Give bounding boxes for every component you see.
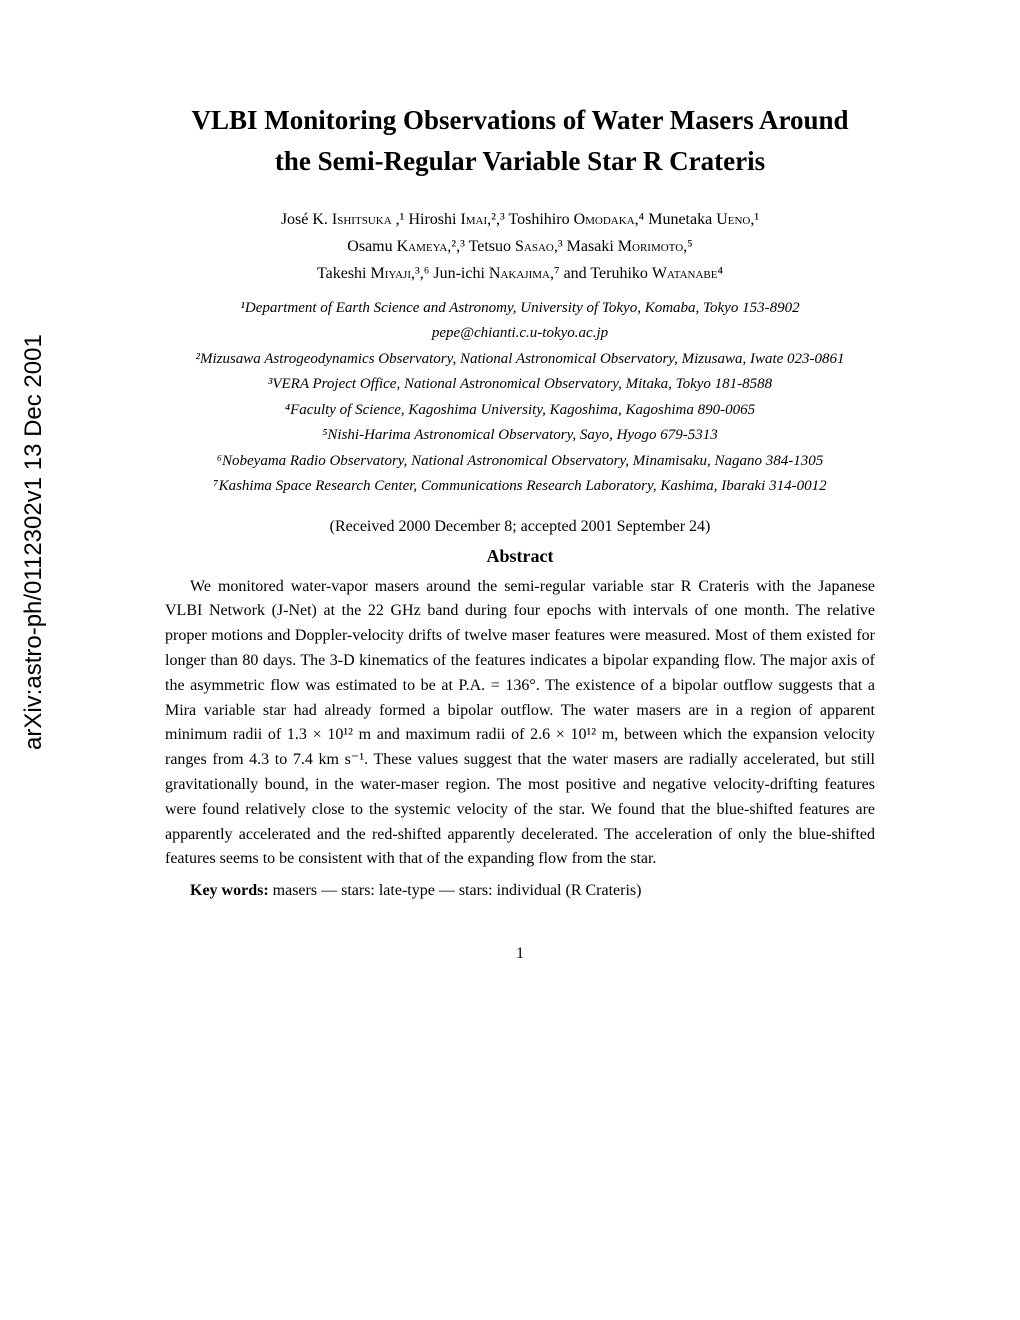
keywords: Key words: masers — stars: late-type — s… — [165, 882, 875, 900]
author-surname: Miyaji — [370, 265, 411, 282]
affiliation: ¹Department of Earth Science and Astrono… — [120, 296, 920, 322]
author-text: ,⁵ — [683, 238, 693, 255]
author-text: ,³ Masaki — [554, 238, 618, 255]
author-surname: Ishitsuka — [332, 211, 392, 228]
keywords-text: masers — stars: late-type — stars: indiv… — [269, 882, 642, 899]
arxiv-identifier: arXiv:astro-ph/0112302v1 13 Dec 2001 — [20, 334, 48, 750]
author-text: ,¹ Hiroshi — [392, 211, 461, 228]
paper-content: VLBI Monitoring Observations of Water Ma… — [0, 0, 1020, 1003]
author-surname: Morimoto — [618, 238, 683, 255]
keywords-label: Key words: — [190, 882, 269, 899]
author-text: ,¹ — [750, 211, 759, 228]
abstract-heading: Abstract — [120, 546, 920, 567]
author-surname: Imai — [460, 211, 487, 228]
author-surname: Nakajima — [489, 265, 550, 282]
author-surname: Ueno — [716, 211, 750, 228]
affiliation-list: ¹Department of Earth Science and Astrono… — [120, 296, 920, 500]
author-surname: Sasao — [515, 238, 554, 255]
contact-email: pepe@chianti.c.u-tokyo.ac.jp — [120, 321, 920, 347]
author-text: ,²,³ Tetsuo — [447, 238, 515, 255]
author-text: Takeshi — [317, 265, 371, 282]
title-line-1: VLBI Monitoring Observations of Water Ma… — [191, 105, 848, 135]
received-dates: (Received 2000 December 8; accepted 2001… — [120, 518, 920, 536]
title-line-2: the Semi-Regular Variable Star R Crateri… — [275, 146, 765, 176]
author-text: ,³,⁶ Jun-ichi — [411, 265, 489, 282]
paper-title: VLBI Monitoring Observations of Water Ma… — [120, 100, 920, 181]
affiliation: ³VERA Project Office, National Astronomi… — [120, 372, 920, 398]
page-number: 1 — [120, 945, 920, 963]
abstract-body: We monitored water-vapor masers around t… — [165, 575, 875, 873]
author-surname: Omodaka — [574, 211, 635, 228]
affiliation: ⁴Faculty of Science, Kagoshima Universit… — [120, 398, 920, 424]
author-list: José K. Ishitsuka ,¹ Hiroshi Imai,²,³ To… — [120, 206, 920, 288]
author-text: José K. — [281, 211, 332, 228]
author-surname: Watanabe — [652, 265, 718, 282]
affiliation: ⁷Kashima Space Research Center, Communic… — [120, 474, 920, 500]
affiliation: ⁶Nobeyama Radio Observatory, National As… — [120, 449, 920, 475]
author-text: ,²,³ Toshihiro — [487, 211, 573, 228]
affiliation: ⁵Nishi-Harima Astronomical Observatory, … — [120, 423, 920, 449]
author-text: ,⁴ Munetaka — [635, 211, 717, 228]
author-text: Osamu — [347, 238, 396, 255]
author-text: ⁴ — [717, 265, 723, 282]
author-text: ,⁷ and Teruhiko — [550, 265, 652, 282]
affiliation: ²Mizusawa Astrogeodynamics Observatory, … — [120, 347, 920, 373]
author-surname: Kameya — [397, 238, 448, 255]
